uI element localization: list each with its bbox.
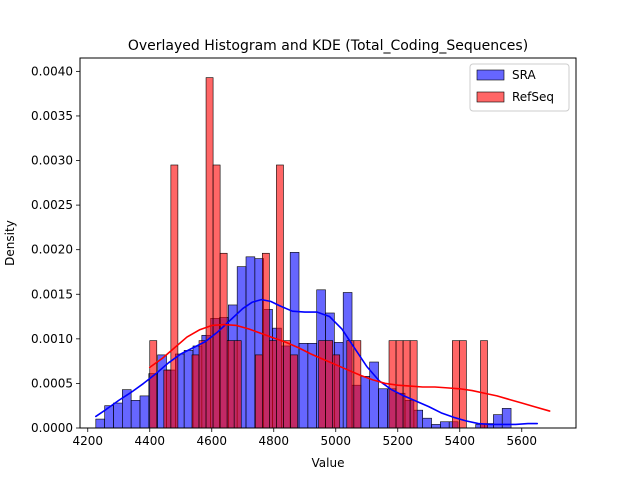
refseq-bar xyxy=(276,164,284,429)
refseq-bar xyxy=(191,354,200,429)
refseq-bar xyxy=(226,340,235,429)
legend-swatch-refseq xyxy=(476,91,505,103)
x-tick-label: 4200 xyxy=(72,434,103,448)
refseq-bar xyxy=(290,354,298,429)
chart-title: Overlayed Histogram and KDE (Total_Codin… xyxy=(128,38,528,54)
x-tick-label: 5400 xyxy=(444,434,475,448)
y-tick-label: 0.0010 xyxy=(31,332,73,346)
refseq-bar xyxy=(480,340,488,429)
legend-label-sra: SRA xyxy=(512,68,536,82)
refseq-kde-line xyxy=(148,323,551,412)
refseq-bar xyxy=(325,340,334,429)
refseq-bar xyxy=(198,340,207,429)
y-tick-label: 0.0035 xyxy=(31,109,73,123)
y-tick-label: 0.0005 xyxy=(31,376,73,390)
x-tick-label: 4400 xyxy=(134,434,165,448)
y-tick-label: 0.0025 xyxy=(31,198,73,212)
refseq-bar xyxy=(255,354,263,429)
sra-kde-line xyxy=(95,298,539,426)
refseq-bar xyxy=(170,164,179,429)
x-axis: 4200 4400 4600 4800 5000 5200 5400 5600 xyxy=(72,428,537,448)
refseq-bar xyxy=(233,340,242,429)
x-tick-label: 5200 xyxy=(382,434,413,448)
y-tick-label: 0.0015 xyxy=(31,287,73,301)
y-tick-label: 0.0030 xyxy=(31,154,73,168)
y-tick-label: 0.0040 xyxy=(31,64,73,78)
x-tick-label: 4600 xyxy=(196,434,227,448)
sra-bar xyxy=(113,402,123,429)
refseq-bars-group xyxy=(149,77,488,429)
refseq-bar xyxy=(452,340,460,429)
refseq-bar xyxy=(262,252,270,429)
refseq-bar xyxy=(205,77,214,429)
refseq-bar xyxy=(346,340,355,429)
legend-swatch-sra xyxy=(476,69,505,81)
legend: SRA RefSeq xyxy=(469,63,570,112)
sra-bar xyxy=(431,424,441,429)
sra-bar xyxy=(298,342,309,429)
y-tick-label: 0.0000 xyxy=(31,421,73,435)
sra-bar xyxy=(130,400,141,429)
refseq-bar xyxy=(402,340,411,429)
sra-bar xyxy=(440,421,450,429)
x-axis-label: Value xyxy=(312,456,345,470)
refseq-bar xyxy=(318,340,326,429)
legend-label-refseq: RefSeq xyxy=(512,90,554,104)
refseq-bar xyxy=(219,252,228,429)
refseq-bar xyxy=(212,164,221,429)
y-tick-label: 0.0020 xyxy=(31,243,73,257)
sra-bar xyxy=(360,375,370,429)
x-tick-label: 5000 xyxy=(320,434,351,448)
sra-bar xyxy=(378,388,388,429)
sra-bar xyxy=(245,256,256,429)
sra-bar xyxy=(422,417,432,429)
refseq-bar xyxy=(409,340,418,429)
x-tick-label: 4800 xyxy=(258,434,289,448)
sra-bar xyxy=(493,414,503,429)
refseq-bar xyxy=(269,340,277,429)
kde-lines-group xyxy=(95,298,551,426)
y-axis: 0.0000 0.0005 0.0010 0.0015 0.0020 0.0025 0.00… xyxy=(31,64,80,435)
refseq-bar xyxy=(149,340,158,429)
refseq-bar xyxy=(353,340,362,429)
plot-area-frame xyxy=(79,57,577,429)
refseq-bar xyxy=(459,340,467,429)
x-tick-label: 5600 xyxy=(506,434,537,448)
refseq-bar xyxy=(163,369,172,429)
sra-bar xyxy=(139,395,150,429)
refseq-bar xyxy=(283,340,291,429)
y-axis-label: Density xyxy=(3,220,17,266)
sra-bar xyxy=(95,418,105,429)
